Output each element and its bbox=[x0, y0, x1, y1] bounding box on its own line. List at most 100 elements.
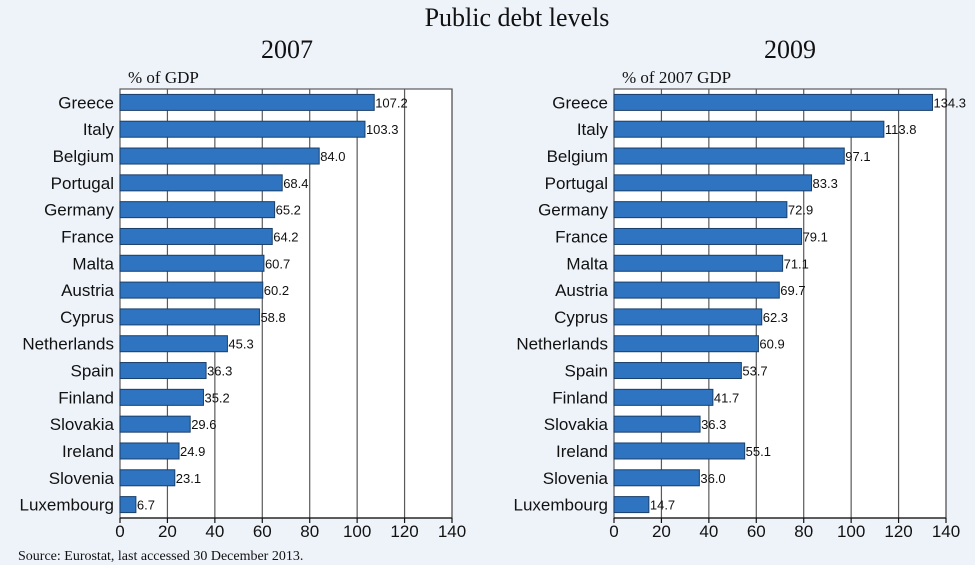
bar bbox=[613, 147, 845, 165]
category-label: Spain bbox=[565, 362, 608, 381]
value-label: 79.1 bbox=[803, 229, 828, 244]
bar bbox=[119, 227, 273, 245]
x-tick-label: 120 bbox=[884, 522, 912, 541]
bar bbox=[613, 496, 650, 514]
value-label: 29.6 bbox=[191, 417, 216, 432]
x-tick-label: 20 bbox=[652, 522, 671, 541]
bar bbox=[613, 362, 742, 380]
bar bbox=[119, 496, 137, 514]
bar bbox=[119, 147, 320, 165]
value-label: 41.7 bbox=[714, 390, 739, 405]
x-tick-label: 100 bbox=[837, 522, 865, 541]
bar bbox=[613, 308, 763, 326]
x-tick-label: 40 bbox=[205, 522, 224, 541]
bar bbox=[613, 120, 885, 138]
category-label: Cyprus bbox=[60, 308, 114, 327]
value-label: 53.7 bbox=[742, 364, 767, 379]
category-label: Greece bbox=[552, 93, 608, 112]
value-label: 60.2 bbox=[264, 283, 289, 298]
category-label: Germany bbox=[538, 201, 608, 220]
value-label: 68.4 bbox=[283, 176, 308, 191]
value-label: 23.1 bbox=[176, 471, 201, 486]
value-label: 83.3 bbox=[813, 176, 838, 191]
category-label: Cyprus bbox=[554, 308, 608, 327]
value-label: 103.3 bbox=[366, 122, 399, 137]
bar bbox=[613, 388, 714, 406]
bar bbox=[613, 254, 784, 272]
value-label: 134.3 bbox=[933, 95, 966, 110]
value-label: 84.0 bbox=[320, 149, 345, 164]
category-label: Greece bbox=[58, 93, 114, 112]
x-tick-label: 80 bbox=[300, 522, 319, 541]
category-label: Netherlands bbox=[22, 335, 114, 354]
source-note: Source: Eurostat, last accessed 30 Decem… bbox=[18, 549, 303, 564]
category-label: Austria bbox=[61, 281, 114, 300]
bar bbox=[119, 120, 366, 138]
value-label: 60.7 bbox=[265, 256, 290, 271]
category-label: Spain bbox=[71, 362, 114, 381]
category-label: Finland bbox=[58, 388, 114, 407]
bar bbox=[119, 469, 176, 487]
value-label: 36.0 bbox=[700, 471, 725, 486]
value-label: 107.2 bbox=[375, 95, 408, 110]
category-label: Italy bbox=[83, 120, 115, 139]
category-label: Slovenia bbox=[49, 469, 115, 488]
value-label: 71.1 bbox=[784, 256, 809, 271]
category-label: Italy bbox=[577, 120, 609, 139]
value-label: 60.9 bbox=[759, 337, 784, 352]
category-label: Finland bbox=[552, 388, 608, 407]
bar bbox=[613, 281, 780, 299]
category-label: France bbox=[61, 227, 114, 246]
panel-title: 2009 bbox=[764, 35, 816, 64]
value-label: 97.1 bbox=[845, 149, 870, 164]
value-label: 6.7 bbox=[137, 498, 155, 513]
category-label: Germany bbox=[44, 201, 114, 220]
bar bbox=[119, 174, 283, 192]
category-label: Portugal bbox=[545, 174, 608, 193]
bar bbox=[613, 415, 701, 433]
category-label: Austria bbox=[555, 281, 608, 300]
bar bbox=[613, 201, 788, 219]
x-tick-label: 0 bbox=[609, 522, 618, 541]
category-label: Belgium bbox=[53, 147, 114, 166]
x-tick-label: 20 bbox=[158, 522, 177, 541]
value-label: 36.3 bbox=[701, 417, 726, 432]
category-label: Portugal bbox=[51, 174, 114, 193]
bar bbox=[119, 308, 260, 326]
bar bbox=[119, 442, 180, 460]
category-label: Belgium bbox=[547, 147, 608, 166]
value-label: 36.3 bbox=[207, 364, 232, 379]
bar bbox=[119, 254, 265, 272]
bar bbox=[613, 469, 700, 487]
x-tick-label: 0 bbox=[115, 522, 124, 541]
value-label: 45.3 bbox=[228, 337, 253, 352]
x-tick-label: 60 bbox=[253, 522, 272, 541]
x-tick-label: 60 bbox=[747, 522, 766, 541]
value-label: 72.9 bbox=[788, 203, 813, 218]
value-label: 69.7 bbox=[780, 283, 805, 298]
bar bbox=[119, 201, 276, 219]
category-label: Luxembourg bbox=[513, 496, 608, 515]
category-label: Slovakia bbox=[50, 415, 115, 434]
bar bbox=[119, 415, 191, 433]
x-tick-label: 40 bbox=[699, 522, 718, 541]
value-label: 35.2 bbox=[204, 390, 229, 405]
figure-title: Public debt levels bbox=[425, 3, 610, 32]
bar bbox=[119, 281, 264, 299]
bar bbox=[119, 93, 375, 111]
value-label: 62.3 bbox=[763, 310, 788, 325]
value-label: 113.8 bbox=[885, 122, 917, 137]
value-label: 64.2 bbox=[273, 229, 298, 244]
value-label: 55.1 bbox=[746, 444, 771, 459]
x-tick-label: 140 bbox=[438, 522, 466, 541]
category-label: Malta bbox=[72, 254, 114, 273]
bar bbox=[613, 93, 933, 111]
bar bbox=[119, 362, 207, 380]
bar bbox=[119, 388, 204, 406]
value-label: 14.7 bbox=[650, 498, 675, 513]
bar bbox=[613, 335, 759, 353]
panel-title: 2007 bbox=[261, 35, 313, 64]
category-label: Netherlands bbox=[516, 335, 608, 354]
category-label: Ireland bbox=[556, 442, 608, 461]
